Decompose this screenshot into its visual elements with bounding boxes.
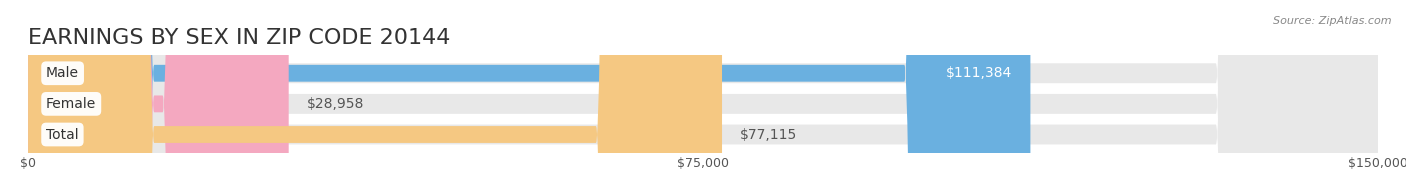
Text: Female: Female [46, 97, 97, 111]
Text: $77,115: $77,115 [740, 128, 797, 142]
FancyBboxPatch shape [28, 0, 288, 196]
Text: EARNINGS BY SEX IN ZIP CODE 20144: EARNINGS BY SEX IN ZIP CODE 20144 [28, 28, 450, 48]
Text: Total: Total [46, 128, 79, 142]
FancyBboxPatch shape [28, 0, 1378, 196]
FancyBboxPatch shape [28, 0, 723, 196]
FancyBboxPatch shape [28, 0, 1031, 196]
Text: Source: ZipAtlas.com: Source: ZipAtlas.com [1274, 16, 1392, 26]
Text: $111,384: $111,384 [946, 66, 1012, 80]
Text: Male: Male [46, 66, 79, 80]
Text: $28,958: $28,958 [307, 97, 364, 111]
FancyBboxPatch shape [28, 0, 1378, 196]
FancyBboxPatch shape [28, 0, 1378, 196]
